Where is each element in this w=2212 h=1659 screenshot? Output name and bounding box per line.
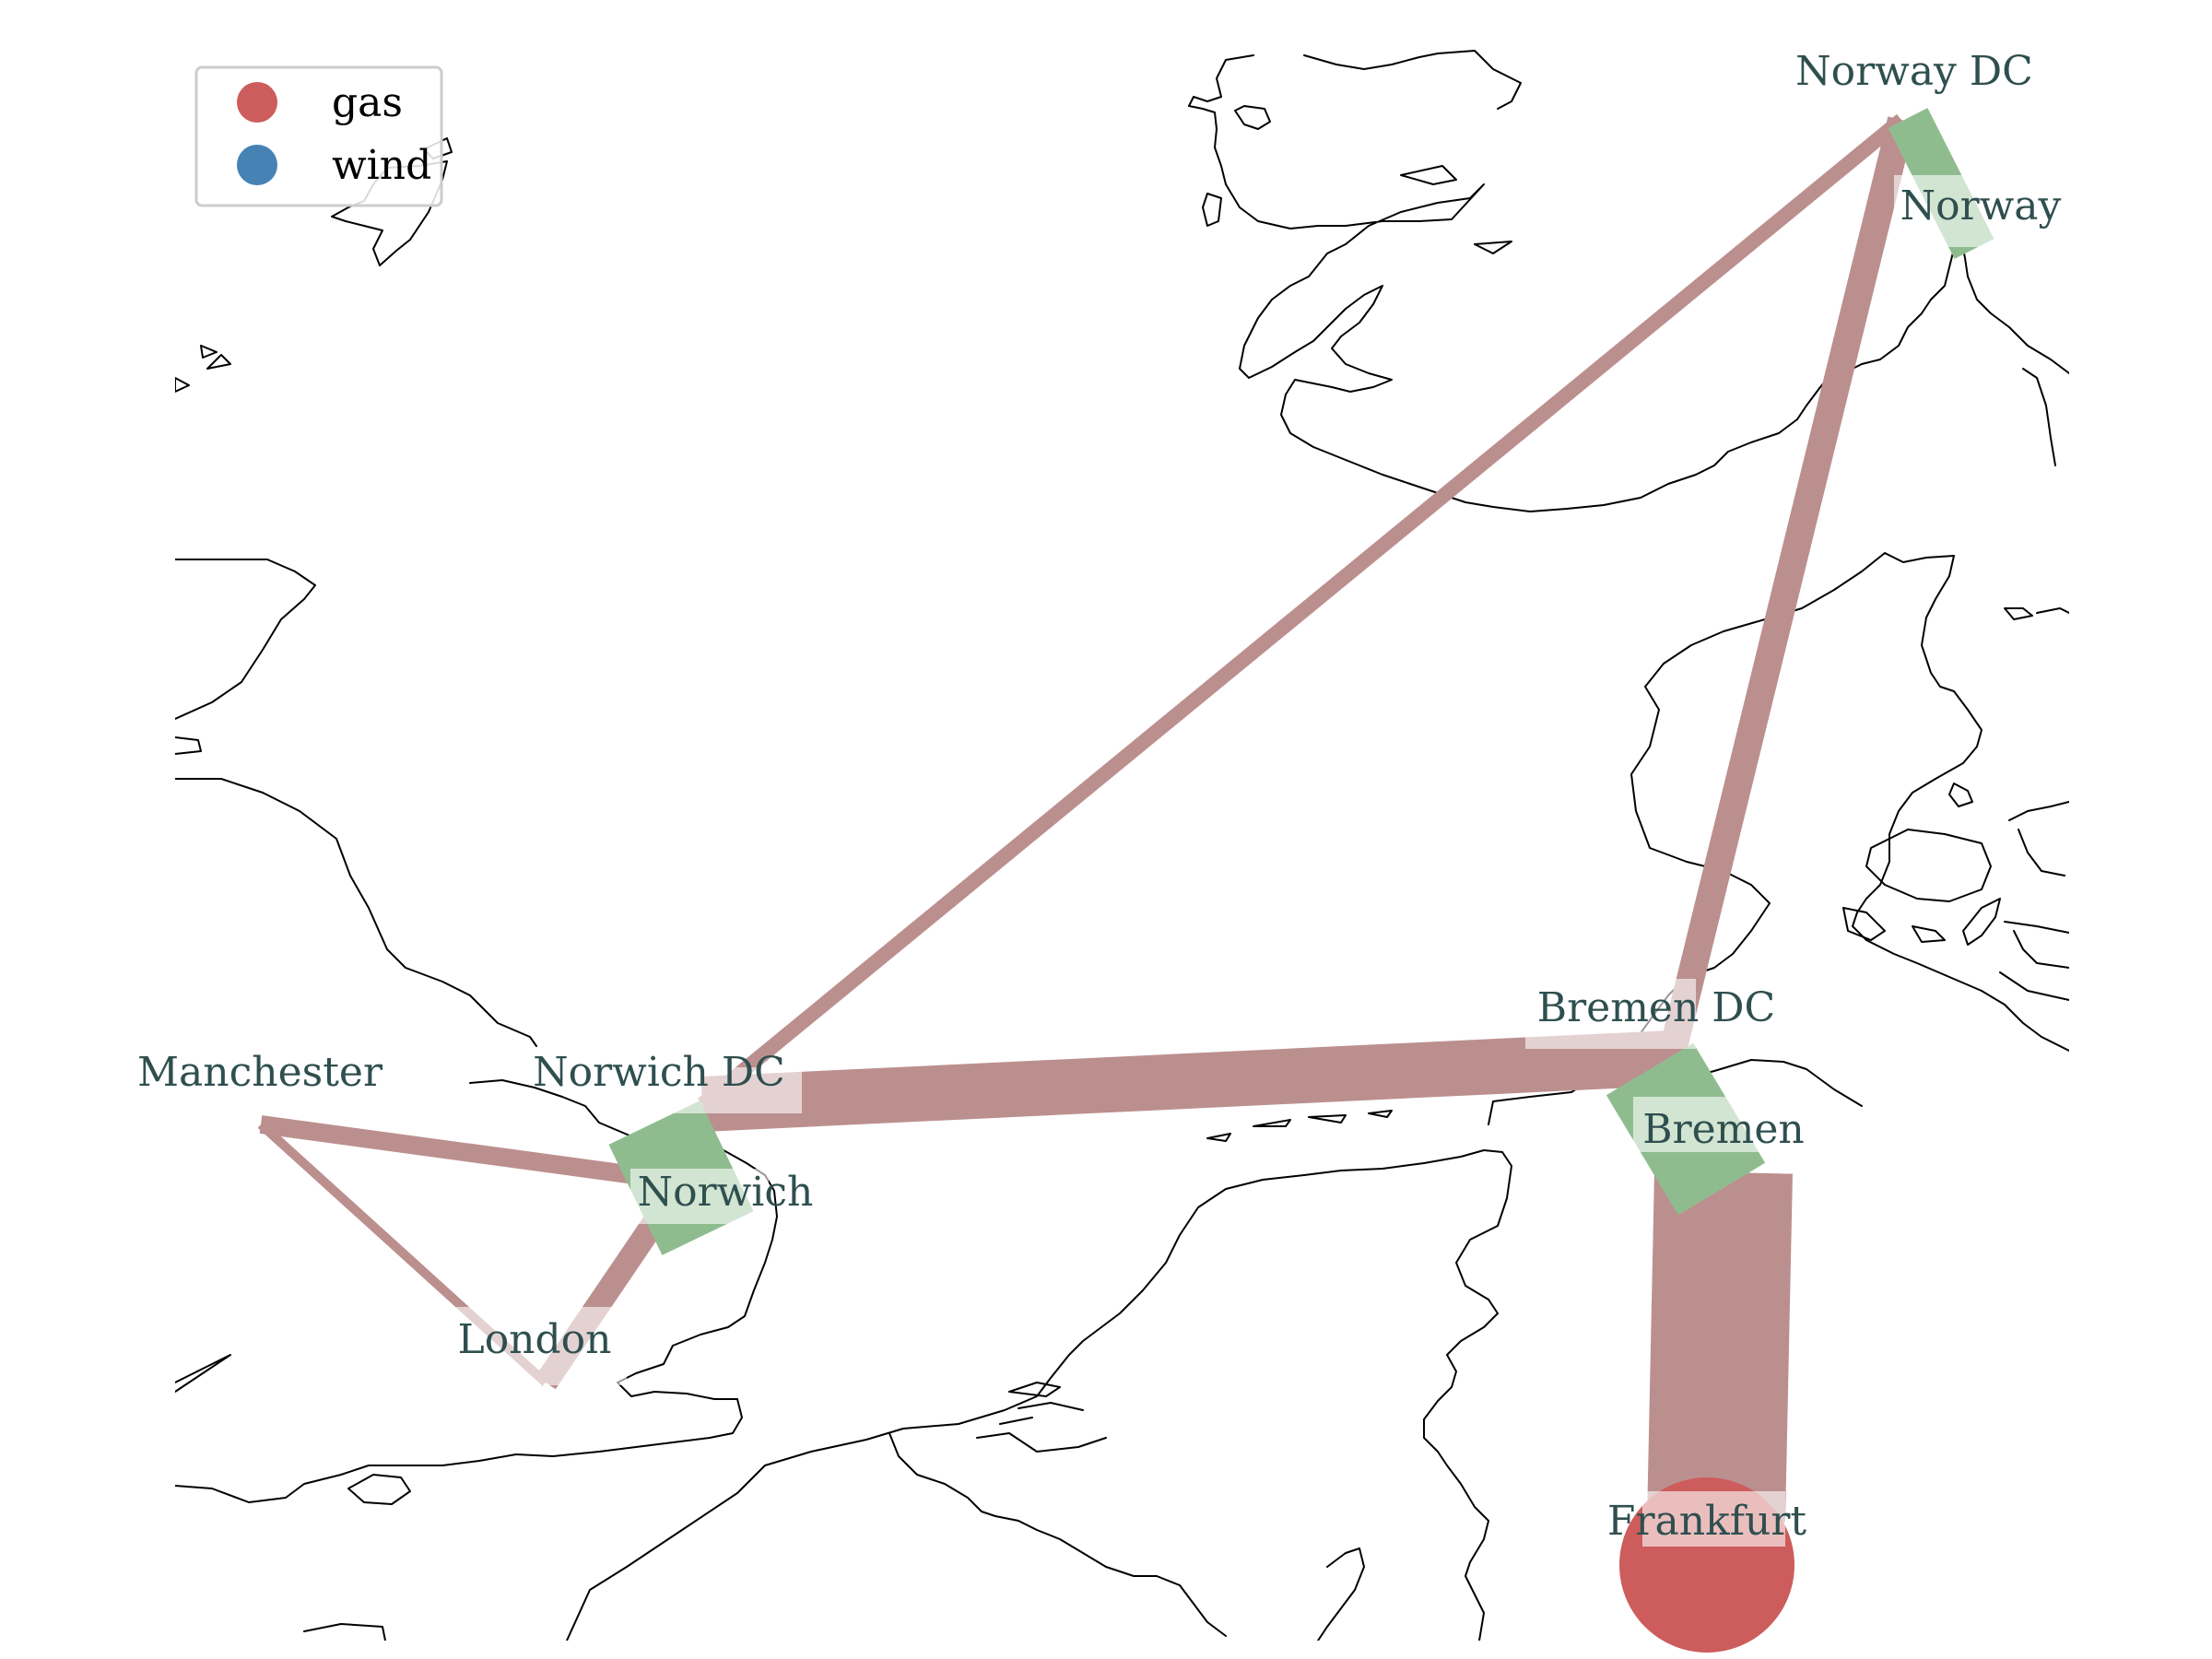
border-lines <box>888 1432 1365 1641</box>
bus-label-bremen-dc: Bremen DC <box>1537 984 1775 1031</box>
transmission-line-bremen-frankfurt <box>1647 1171 1793 1523</box>
bus-label-london: London <box>457 1316 611 1363</box>
bus-label-frankfurt: Frankfurt <box>1607 1498 1806 1545</box>
bus-label-norwich-dc: Norwich DC <box>533 1049 785 1096</box>
coastline-zeeland <box>999 1382 1084 1425</box>
coastline-sweden-west <box>2022 368 2069 614</box>
legend-gas-label: gas <box>332 79 403 126</box>
coastline-scandinavia <box>1188 50 2069 512</box>
bus-label-norway-dc: Norway DC <box>1795 48 2033 95</box>
bus-label-norwich: Norwich <box>638 1169 814 1216</box>
legend-wind-label: wind <box>332 142 431 189</box>
label-background-london <box>456 1307 627 1385</box>
coastline-scotland-islands <box>175 137 453 393</box>
legend-gas-marker <box>237 82 277 123</box>
legend: gas wind <box>194 65 443 207</box>
label-layer: Manchester London Norwich Norwich DC Bremen … <box>137 48 2062 1547</box>
label-background-norwich <box>630 1169 769 1224</box>
transmission-line-manchester-norwich <box>259 1115 684 1191</box>
coastline-skagerrak-islands <box>1202 165 1512 254</box>
transmission-line-norwich-dc-bremen-dc <box>700 1030 1673 1132</box>
label-background-frankfurt <box>1642 1491 1785 1547</box>
bus-label-manchester: Manchester <box>137 1049 383 1096</box>
coastline-isle-of-wight <box>347 1474 411 1505</box>
label-background-norwich-dc <box>664 1067 802 1113</box>
label-background-bremen-dc <box>1525 979 1696 1049</box>
legend-wind-marker <box>237 145 277 185</box>
label-background-bremen <box>1633 1097 1762 1152</box>
coastline-danish-islands <box>1842 607 2069 1001</box>
coastline-layer <box>175 50 2069 1641</box>
label-background-norway <box>1894 175 1994 247</box>
bus-label-norway: Norway <box>1900 182 2062 229</box>
transmission-line-bremen-dc-norway-dc <box>1657 116 1915 1062</box>
coastline-frisian-islands <box>1206 1110 1393 1142</box>
bus-label-bremen: Bremen <box>1642 1106 1805 1153</box>
transmission-line-norwich-dc-norway-dc <box>697 113 1907 1111</box>
